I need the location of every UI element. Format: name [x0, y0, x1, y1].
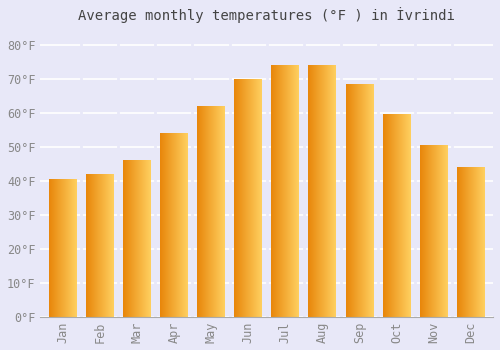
- Title: Average monthly temperatures (°F ) in İvrindi: Average monthly temperatures (°F ) in İv…: [78, 7, 455, 23]
